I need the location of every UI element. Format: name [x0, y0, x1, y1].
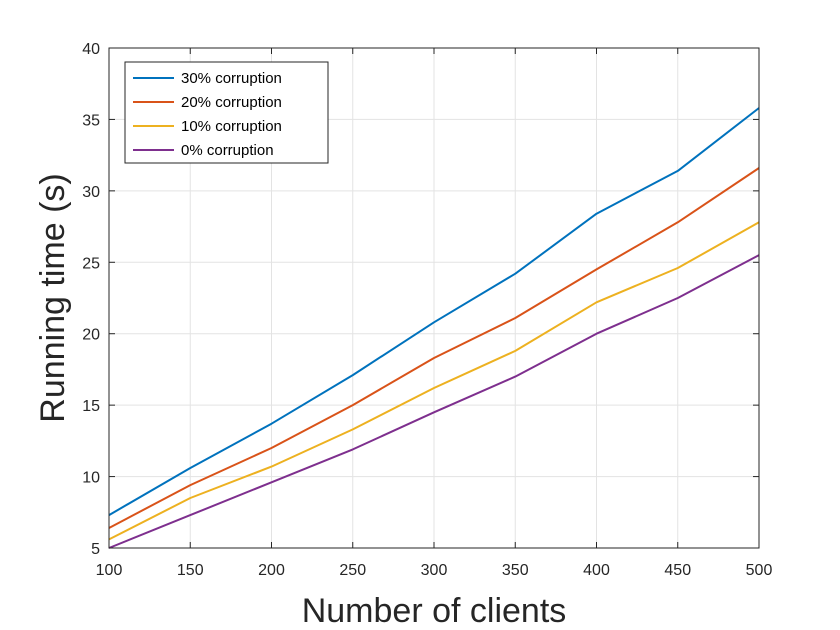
x-axis-title: Number of clients	[302, 592, 567, 630]
x-tick-label: 200	[258, 562, 285, 579]
series-line-3	[108, 254, 760, 549]
x-tick-label: 250	[339, 562, 366, 579]
legend-label: 10% corruption	[181, 118, 282, 135]
series-line-0	[108, 107, 760, 516]
series-lines	[108, 107, 760, 549]
y-tick-label: 35	[82, 112, 100, 129]
legend-label: 0% corruption	[181, 142, 274, 159]
ticks	[108, 47, 760, 549]
tick-labels: 100 150 200 250 300 350 400 450 500 5 10 15 20 25 30 35…	[82, 41, 772, 579]
y-axis-title: Running time (s)	[34, 173, 72, 422]
y-tick-label: 40	[82, 41, 100, 58]
y-tick-label: 25	[82, 255, 100, 272]
x-tick-label: 500	[746, 562, 773, 579]
y-tick-label: 20	[82, 327, 100, 344]
y-tick-label: 5	[91, 541, 100, 558]
legend: 30% corruption 20% corruption 10% corrupti…	[124, 61, 329, 164]
legend-label: 30% corruption	[181, 70, 282, 87]
x-tick-label: 400	[583, 562, 610, 579]
series-line-2	[108, 221, 760, 541]
x-tick-label: 100	[96, 562, 123, 579]
x-tick-label: 300	[421, 562, 448, 579]
x-tick-label: 450	[664, 562, 691, 579]
x-tick-label: 350	[502, 562, 529, 579]
series-line-1	[108, 167, 760, 529]
y-tick-label: 10	[82, 470, 100, 487]
y-tick-label: 15	[82, 398, 100, 415]
legend-label: 20% corruption	[181, 94, 282, 111]
y-tick-label: 30	[82, 184, 100, 201]
x-tick-label: 150	[177, 562, 204, 579]
